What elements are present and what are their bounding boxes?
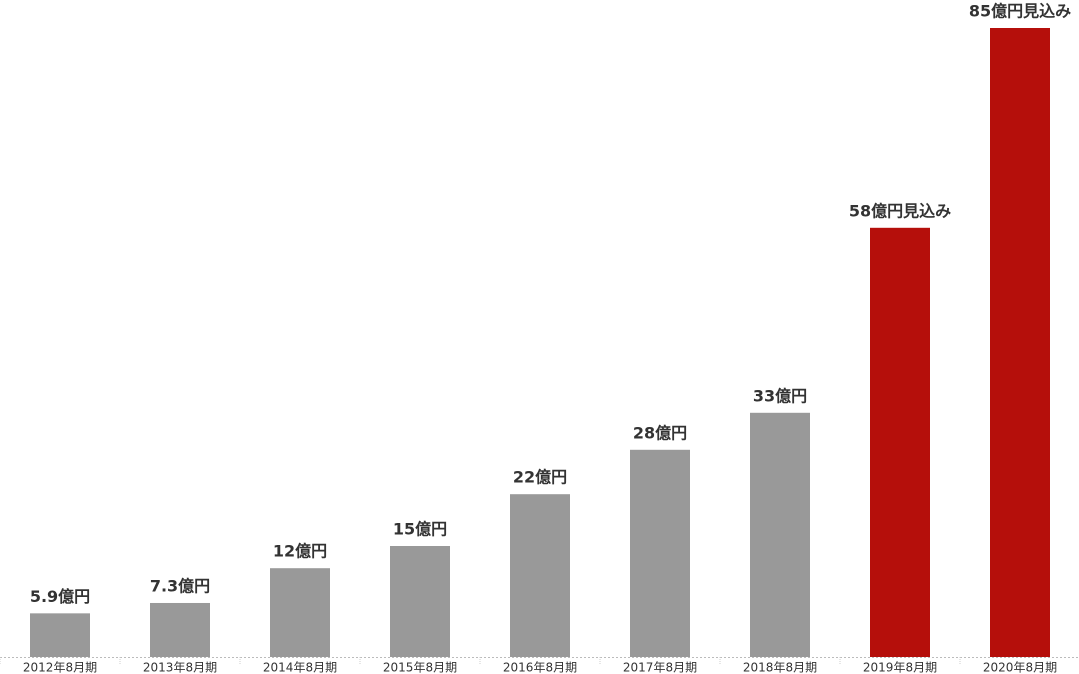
bar bbox=[990, 28, 1050, 657]
x-tick-label: 2016年8月期 bbox=[503, 661, 577, 674]
value-label: 28億円 bbox=[633, 423, 687, 442]
value-label: 58億円見込み bbox=[849, 201, 951, 220]
bar bbox=[30, 613, 90, 657]
value-label: 22億円 bbox=[513, 468, 567, 487]
value-label: 7.3億円 bbox=[150, 576, 210, 595]
bar bbox=[510, 494, 570, 657]
x-tick-label: 2014年8月期 bbox=[263, 661, 337, 674]
value-label: 15億円 bbox=[393, 520, 447, 539]
x-tick-label: 2012年8月期 bbox=[23, 661, 97, 674]
bar bbox=[870, 227, 930, 658]
x-tick-label: 2019年8月期 bbox=[863, 661, 937, 674]
x-tick-label: 2017年8月期 bbox=[623, 661, 697, 674]
value-label: 33億円 bbox=[753, 386, 807, 405]
bar bbox=[750, 412, 810, 657]
x-tick-label: 2018年8月期 bbox=[743, 661, 817, 674]
x-tick-label: 2013年8月期 bbox=[143, 661, 217, 674]
bar bbox=[390, 546, 450, 657]
value-label: 85億円見込み bbox=[969, 2, 1071, 21]
bar bbox=[150, 602, 210, 657]
value-label: 12億円 bbox=[273, 542, 327, 561]
bar bbox=[270, 568, 330, 657]
x-tick-label: 2015年8月期 bbox=[383, 661, 457, 674]
value-label: 5.9億円 bbox=[30, 587, 90, 606]
bar bbox=[630, 449, 690, 657]
x-tick-label: 2020年8月期 bbox=[983, 661, 1057, 674]
